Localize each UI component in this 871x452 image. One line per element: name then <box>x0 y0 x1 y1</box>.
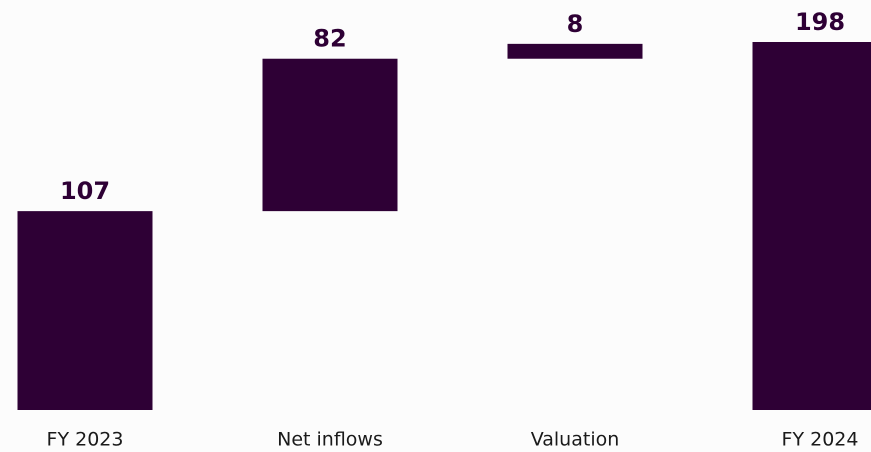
bar <box>262 58 398 212</box>
bar <box>507 43 643 59</box>
category-label: Net inflows <box>277 429 383 451</box>
bar <box>752 42 871 410</box>
category-label: Valuation <box>531 429 620 451</box>
category-label: FY 2023 <box>47 429 124 451</box>
value-label: 8 <box>567 10 584 38</box>
value-label: 198 <box>795 8 845 36</box>
bar <box>17 211 153 410</box>
category-label: FY 2024 <box>782 429 859 451</box>
value-label: 82 <box>313 25 346 53</box>
value-label: 107 <box>60 177 110 205</box>
